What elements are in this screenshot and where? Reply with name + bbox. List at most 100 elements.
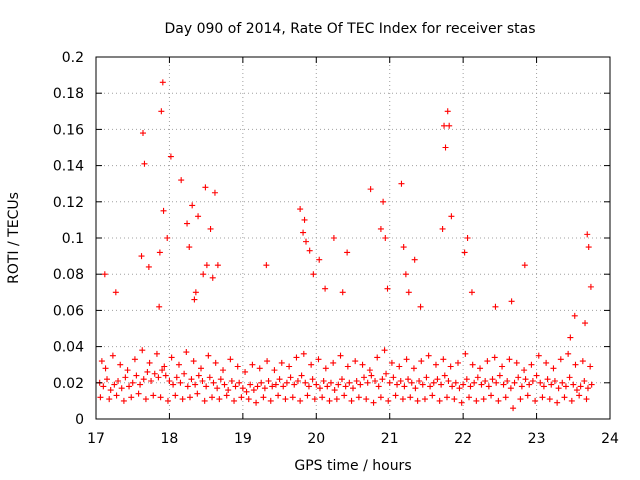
data-point [452, 379, 459, 386]
data-point [97, 394, 104, 401]
data-point [458, 399, 465, 406]
data-point [400, 244, 407, 251]
data-point [463, 376, 470, 383]
data-point [140, 376, 147, 383]
data-point [166, 377, 173, 384]
data-point [243, 388, 250, 395]
data-point [135, 390, 142, 397]
data-point [562, 383, 569, 390]
data-point [359, 361, 366, 368]
data-point [438, 381, 445, 388]
data-point [570, 381, 577, 388]
data-point [294, 377, 301, 384]
data-point [159, 367, 166, 374]
data-point [342, 383, 349, 390]
data-point [184, 383, 191, 390]
data-point [203, 262, 210, 269]
data-point [388, 359, 395, 366]
data-point [256, 365, 263, 372]
data-point [372, 377, 379, 384]
data-point [265, 377, 272, 384]
data-point [473, 397, 480, 404]
data-point [582, 320, 589, 327]
data-point [106, 396, 113, 403]
data-point [109, 352, 116, 359]
data-point [561, 394, 568, 401]
data-point [451, 396, 458, 403]
data-point [124, 367, 131, 374]
data-point [286, 363, 293, 370]
data-point [156, 303, 163, 310]
y-tick-labels: 0 0.02 0.04 0.06 0.08 0.1 0.12 0.14 0.16 0.18 0.2 [53, 50, 84, 428]
data-point [555, 385, 562, 392]
data-point [101, 271, 108, 278]
data-point [379, 376, 386, 383]
data-point [521, 262, 528, 269]
data-point [302, 379, 309, 386]
data-point [141, 160, 148, 167]
data-point [529, 377, 536, 384]
data-point [491, 354, 498, 361]
data-point [539, 394, 546, 401]
data-point [324, 383, 331, 390]
data-point [156, 249, 163, 256]
data-point [557, 356, 564, 363]
data-point [261, 385, 268, 392]
data-point [283, 379, 290, 386]
data-point [159, 79, 166, 86]
data-point [507, 385, 514, 392]
data-point [402, 271, 409, 278]
data-point [429, 392, 436, 399]
data-point [322, 285, 329, 292]
data-point [346, 379, 353, 386]
data-point [164, 235, 171, 241]
data-point [339, 289, 346, 296]
y-tick-label: 0.16 [53, 122, 84, 138]
data-point [238, 394, 245, 401]
data-point [445, 377, 452, 384]
data-point [164, 397, 171, 404]
x-axis-label: GPS time / hours [294, 458, 411, 474]
data-point [537, 379, 544, 386]
data-point [573, 387, 580, 394]
data-point [584, 231, 591, 238]
data-point [217, 376, 224, 383]
data-point [162, 372, 169, 379]
data-point [471, 379, 478, 386]
data-point [280, 383, 287, 390]
data-point [300, 229, 307, 236]
data-point [107, 387, 114, 394]
data-point [327, 379, 334, 386]
x-tick-label: 21 [381, 431, 399, 447]
data-point [192, 381, 199, 388]
data-point [278, 359, 285, 366]
data-point [242, 368, 249, 375]
data-point [310, 271, 317, 278]
data-point [416, 377, 423, 384]
data-point [432, 361, 439, 368]
data-point [271, 367, 278, 374]
data-point [104, 376, 111, 383]
data-point [289, 394, 296, 401]
data-point [581, 377, 588, 384]
data-point [216, 396, 223, 403]
data-point [322, 365, 329, 372]
data-point [201, 397, 208, 404]
data-point [203, 383, 210, 390]
data-point [214, 385, 221, 392]
data-point [374, 354, 381, 361]
data-point [466, 394, 473, 401]
data-point [344, 363, 351, 370]
y-tick-label: 0.02 [53, 376, 84, 392]
data-point [267, 397, 274, 404]
data-point [170, 381, 177, 388]
data-point [482, 377, 489, 384]
data-point [382, 235, 389, 241]
data-point [350, 385, 356, 392]
data-point [399, 396, 406, 403]
data-point [383, 370, 390, 377]
y-tick-label: 0.08 [53, 267, 84, 283]
data-point [188, 376, 195, 383]
data-point [449, 383, 456, 390]
data-point [205, 352, 212, 359]
